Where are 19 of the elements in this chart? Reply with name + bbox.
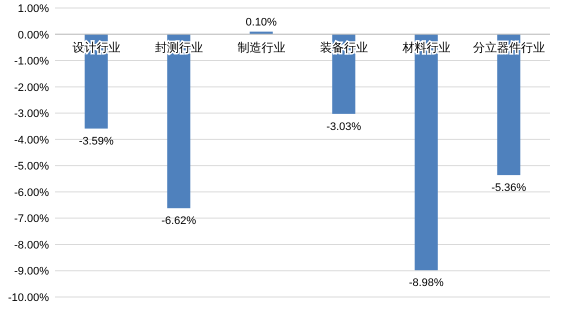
y-tick-label: -10.00%: [8, 292, 50, 304]
y-tick-label: 1.00%: [18, 3, 50, 15]
data-label: 0.10%: [246, 16, 278, 29]
y-tick-label: -8.00%: [14, 239, 50, 252]
data-label: -3.03%: [326, 120, 362, 133]
data-label: -3.59%: [78, 136, 114, 148]
data-label: -8.98%: [408, 277, 444, 290]
x-tick-label: 制造行业: [237, 40, 286, 54]
y-tick-label: -4.00%: [14, 134, 50, 146]
y-tick-label: -6.00%: [14, 186, 50, 199]
y-tick-label: -1.00%: [14, 56, 50, 68]
y-tick-label: 0.00%: [18, 29, 50, 42]
y-tick-label: -9.00%: [14, 266, 50, 278]
y-tick-label: -3.00%: [14, 108, 50, 120]
data-label: -5.36%: [491, 182, 526, 194]
y-tick-label: -2.00%: [14, 82, 50, 94]
y-tick-label: -7.00%: [14, 213, 50, 226]
data-label: -6.62%: [161, 215, 196, 228]
y-tick-label: -5.00%: [14, 160, 50, 173]
